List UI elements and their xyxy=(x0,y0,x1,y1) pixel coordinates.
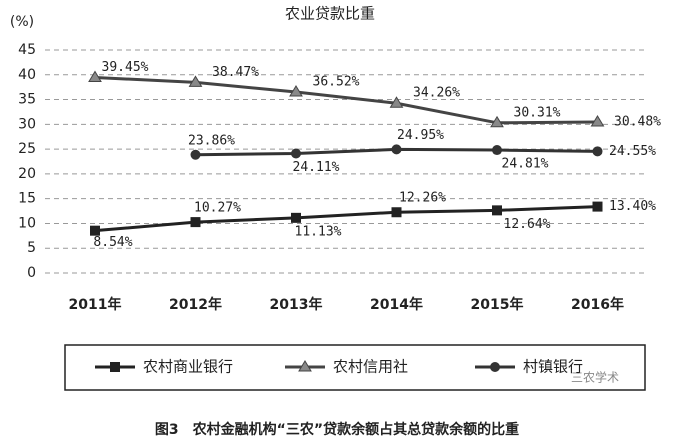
data-label: 10.27% xyxy=(194,201,241,216)
data-label: 39.45% xyxy=(102,60,149,75)
marker xyxy=(490,115,504,128)
marker xyxy=(291,148,301,159)
x-tick-label: 2013年 xyxy=(270,296,323,313)
y-tick-label: 0 xyxy=(27,265,36,281)
y-tick-label: 45 xyxy=(18,42,36,58)
data-label: 24.11% xyxy=(293,160,340,175)
data-label: 13.40% xyxy=(609,199,656,214)
marker xyxy=(291,212,301,223)
marker xyxy=(190,149,201,160)
data-label: 12.64% xyxy=(504,217,551,232)
marker xyxy=(188,75,203,87)
marker xyxy=(90,225,100,236)
marker xyxy=(391,207,402,218)
y-tick-label: 15 xyxy=(18,191,36,207)
y-tick-label: 40 xyxy=(18,67,36,83)
data-label: 23.86% xyxy=(188,133,235,148)
y-tick-label: 20 xyxy=(18,166,36,182)
y-tick-label: 10 xyxy=(18,215,36,231)
legend-label: 农村商业银行 xyxy=(143,358,233,376)
marker xyxy=(190,217,201,228)
marker xyxy=(298,360,312,372)
legend-label: 村镇银行 xyxy=(523,358,583,376)
marker xyxy=(590,114,605,127)
y-axis-label: (%) xyxy=(10,14,34,30)
marker xyxy=(389,96,404,108)
marker xyxy=(592,201,603,212)
x-tick-label: 2011年 xyxy=(69,296,122,313)
data-label: 12.26% xyxy=(399,191,446,206)
marker xyxy=(492,205,502,216)
data-label: 11.13% xyxy=(295,224,342,239)
data-label: 24.95% xyxy=(397,128,444,143)
legend-label: 农村信用社 xyxy=(333,358,408,376)
caption: 图3 农村金融机构“三农”贷款余额占其总贷款余额的比重 xyxy=(155,421,519,438)
y-tick-label: 30 xyxy=(18,116,36,132)
y-tick-label: 25 xyxy=(18,141,36,157)
legend-box xyxy=(64,344,646,391)
marker xyxy=(592,146,603,157)
data-label: 30.48% xyxy=(614,114,661,129)
x-tick-label: 2012年 xyxy=(169,296,222,313)
marker xyxy=(391,144,402,155)
x-tick-label: 2015年 xyxy=(471,296,524,313)
data-label: 30.31% xyxy=(514,105,561,120)
data-label: 8.54% xyxy=(93,235,132,250)
marker xyxy=(289,85,303,97)
data-label: 36.52% xyxy=(313,75,360,90)
data-label: 34.26% xyxy=(413,86,460,101)
series-line xyxy=(94,76,598,125)
marker xyxy=(490,362,500,372)
marker xyxy=(110,362,120,372)
data-label: 38.47% xyxy=(212,65,259,80)
data-label: 24.81% xyxy=(502,157,549,172)
chart-title: 农业贷款比重 xyxy=(285,5,375,23)
series-line xyxy=(94,205,598,233)
y-tick-label: 5 xyxy=(27,240,36,256)
marker xyxy=(492,145,502,156)
watermark: 三农学术 xyxy=(571,370,619,385)
y-tick-label: 35 xyxy=(18,92,36,108)
marker xyxy=(88,70,102,83)
x-tick-label: 2016年 xyxy=(571,296,624,313)
x-tick-label: 2014年 xyxy=(370,296,423,313)
data-label: 24.55% xyxy=(609,144,656,159)
